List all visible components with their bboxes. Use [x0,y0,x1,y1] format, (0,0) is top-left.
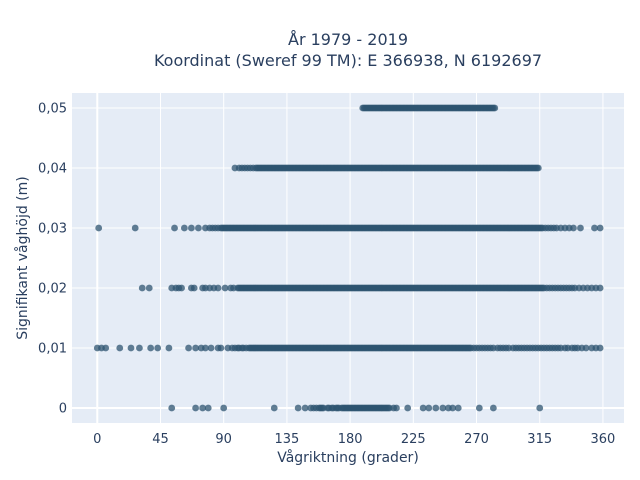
data-point [202,344,209,352]
x-tick-label: 360 [591,432,616,447]
data-point [127,344,135,352]
y-tick-label: 0,04 [38,162,67,177]
data-point [165,344,173,352]
plot-area [72,93,624,423]
x-tick-label: 135 [274,432,299,447]
data-point [145,284,153,292]
data-point [425,404,433,412]
y-axis-title: Signifikant våghöjd (m) [14,176,31,339]
data-point [95,224,103,232]
y-tick-label: 0,01 [38,342,67,357]
x-tick-label: 225 [401,432,426,447]
y-tick-label: 0,03 [38,222,67,237]
data-point [294,404,302,412]
chart-title-line-2: Koordinat (Sweref 99 TM): E 366938, N 61… [154,51,542,70]
data-point [214,284,222,292]
data-point [534,164,542,172]
y-tick-label: 0,02 [38,282,67,297]
data-point [131,224,139,232]
data-point [217,344,225,352]
data-point [270,404,278,412]
data-point [439,404,447,412]
data-point [154,344,162,352]
data-point [192,404,200,412]
data-point [491,104,499,112]
data-point [596,284,604,292]
data-point [570,224,577,232]
data-point [596,224,604,232]
data-point [190,284,198,292]
data-point [195,224,202,232]
data-point [577,224,584,232]
data-point [204,404,212,412]
data-point [168,404,176,412]
data-point [449,404,457,412]
data-point [419,404,427,412]
data-point [301,404,309,412]
data-point [187,224,195,232]
data-point [489,404,497,412]
data-point [432,404,440,412]
x-axis-ticks: 0 45 90 135 180 225 270 315 360 [93,432,615,447]
data-point [536,404,544,412]
data-point [147,344,155,352]
data-point [596,344,604,352]
data-point [180,224,188,232]
data-point [404,404,412,412]
data-point [220,404,228,412]
data-point [582,344,590,352]
x-tick-label: 270 [464,432,489,447]
y-tick-label: 0 [59,402,67,417]
data-point [178,284,185,292]
data-point [192,344,200,352]
data-points-layer [93,104,604,412]
data-point [136,344,143,352]
data-point [138,284,146,292]
x-tick-label: 0 [93,432,101,447]
data-point [591,224,598,232]
x-tick-label: 315 [527,432,552,447]
data-point [199,404,207,412]
data-point [116,344,124,352]
data-point [454,404,462,412]
x-tick-label: 45 [152,432,169,447]
chart-title-line-1: År 1979 - 2019 [288,30,408,49]
x-tick-label: 90 [215,432,232,447]
y-axis-ticks: 0 0,01 0,02 0,03 0,04 0,05 [38,102,67,417]
data-point [102,344,110,352]
y-tick-label: 0,05 [38,102,67,117]
data-point [393,404,400,412]
data-point [475,404,483,412]
data-point [171,224,178,232]
data-point [207,344,215,352]
x-axis-title: Vågriktning (grader) [277,449,419,466]
x-tick-label: 180 [338,432,363,447]
data-point [185,344,192,352]
data-point [221,284,229,292]
